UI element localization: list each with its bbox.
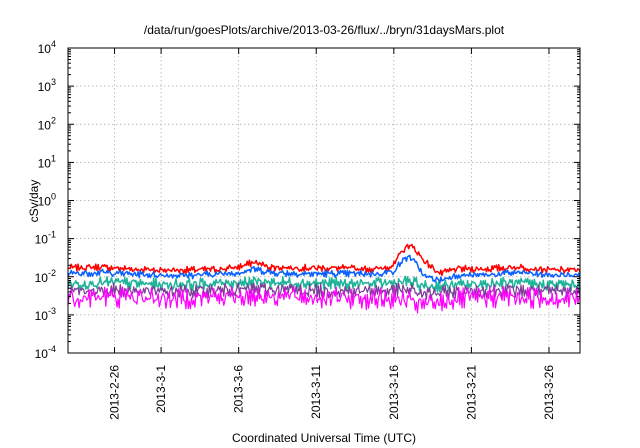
chart-title: /data/run/goesPlots/archive/2013-03-26/f… — [144, 23, 505, 37]
y-tick-label: 101 — [38, 153, 56, 170]
y-tick-label: 102 — [38, 115, 56, 132]
series-line — [67, 254, 581, 284]
x-tick-label: 2013-3-1 — [154, 365, 168, 413]
x-tick-label: 2013-3-11 — [309, 365, 323, 419]
x-tick-label: 2013-3-26 — [542, 365, 556, 420]
series-line — [67, 285, 581, 314]
y-tick-label: 104 — [38, 39, 56, 56]
x-tick-label: 2013-3-21 — [464, 365, 478, 420]
series-layer — [67, 243, 581, 314]
y-tick-label: 10-2 — [35, 268, 56, 285]
x-tick-label: 2013-3-6 — [232, 365, 246, 413]
axis-layer: 10-4 10-3 10-2 10-1 100 101 102 103 104 2013-2-26… — [35, 39, 581, 420]
y-tick-label: 103 — [38, 77, 56, 94]
x-tick-label: 2013-3-16 — [387, 365, 401, 420]
x-axis-label: Coordinated Universal Time (UTC) — [232, 431, 416, 445]
y-axis-label: cSv/day — [27, 180, 41, 223]
series-line — [67, 243, 581, 277]
y-tick-label: 10-4 — [35, 344, 56, 361]
y-tick-label: 10-1 — [35, 230, 56, 247]
plot-frame — [67, 47, 581, 354]
y-tick-label: 100 — [38, 192, 56, 209]
y-tick-label: 10-3 — [35, 306, 56, 323]
x-tick-label: 2013-2-26 — [108, 365, 122, 420]
